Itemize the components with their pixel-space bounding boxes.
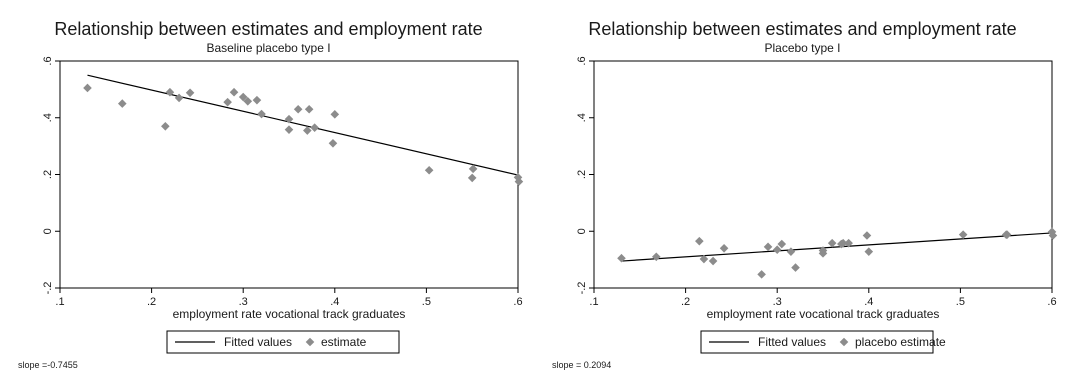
y-tick-label: .2 — [42, 170, 54, 179]
y-tick-label: .4 — [42, 113, 54, 122]
data-point — [513, 173, 523, 182]
chart-title: Relationship between estimates and emplo… — [588, 19, 1016, 39]
plot-area — [59, 60, 519, 289]
x-tick-label: .4 — [864, 296, 873, 308]
data-point — [695, 236, 704, 246]
x-tick-label: .6 — [513, 296, 522, 308]
y-tick-label: .6 — [576, 56, 588, 65]
data-point — [83, 83, 92, 93]
y-tick-label: .4 — [576, 113, 588, 122]
chart-subtitle: Baseline placebo type I — [206, 41, 330, 55]
x-axis-label: employment rate vocational track graduat… — [173, 307, 406, 321]
data-point — [791, 263, 800, 272]
data-point — [786, 247, 796, 256]
data-point — [330, 110, 340, 119]
legend-label-fitted: Fitted values — [758, 335, 826, 349]
chart-title: Relationship between estimates and emplo… — [54, 19, 482, 39]
data-point — [252, 95, 262, 105]
data-point — [844, 238, 853, 248]
y-tick-label: .6 — [42, 56, 54, 65]
y-tick-label: -.2 — [42, 282, 54, 295]
data-point — [229, 87, 239, 97]
y-tick-label: .2 — [576, 170, 588, 179]
data-point — [468, 164, 478, 174]
data-point — [514, 177, 524, 186]
data-point — [257, 109, 266, 119]
data-point — [284, 125, 294, 134]
data-point — [699, 254, 709, 264]
x-tick-label: .1 — [55, 296, 64, 308]
scatter-chart-left: Relationship between estimates and emplo… — [0, 0, 533, 380]
data-point — [864, 247, 874, 256]
data-point — [827, 238, 837, 248]
data-point — [310, 123, 319, 132]
data-point — [719, 243, 729, 253]
data-point — [763, 242, 773, 252]
x-tick-label: .1 — [589, 296, 598, 308]
data-point — [1002, 230, 1012, 239]
scatter-chart-right: Relationship between estimates and emplo… — [534, 0, 1067, 380]
y-tick-label: -.2 — [576, 282, 588, 295]
data-point — [304, 104, 314, 114]
y-tick-label: 0 — [576, 228, 588, 234]
fitted-line — [87, 74, 519, 176]
data-point — [651, 252, 661, 262]
legend — [700, 330, 934, 354]
legend — [166, 330, 400, 354]
data-point — [328, 138, 338, 148]
data-point — [185, 88, 195, 98]
x-tick-label: .6 — [1047, 296, 1056, 308]
data-point — [284, 114, 294, 124]
data-point — [243, 96, 253, 106]
x-tick-label: .3 — [239, 296, 248, 308]
chart-subtitle: Placebo type I — [764, 41, 840, 55]
data-point — [174, 93, 184, 103]
fitted-line — [621, 232, 1053, 262]
data-point — [467, 173, 477, 183]
chart-panel-right: Relationship between estimates and emplo… — [534, 0, 1067, 380]
legend-label-fitted: Fitted values — [224, 335, 292, 349]
data-point — [772, 245, 782, 254]
data-point — [238, 92, 248, 102]
data-point — [223, 97, 232, 107]
data-point — [424, 165, 434, 175]
slope-note: slope = 0.2094 — [552, 360, 611, 370]
data-point — [161, 121, 170, 131]
x-axis-label: employment rate vocational track graduat… — [707, 307, 940, 321]
data-point — [1047, 227, 1057, 237]
slope-note: slope =-0.7455 — [18, 360, 78, 370]
x-tick-label: .2 — [147, 296, 156, 308]
x-tick-label: .3 — [773, 296, 782, 308]
data-point — [617, 253, 626, 263]
legend-label-points: estimate — [321, 335, 367, 349]
chart-panel-left: Relationship between estimates and emplo… — [0, 0, 533, 380]
data-point — [293, 104, 303, 114]
x-tick-label: .2 — [681, 296, 690, 308]
data-point — [708, 256, 718, 266]
data-point — [165, 87, 175, 97]
data-point — [757, 270, 766, 279]
data-point — [838, 238, 848, 248]
data-point — [303, 126, 312, 135]
data-point — [777, 239, 787, 249]
y-tick-label: 0 — [42, 228, 54, 234]
x-tick-label: .5 — [956, 296, 965, 308]
data-point — [1048, 231, 1058, 240]
x-tick-label: .5 — [422, 296, 431, 308]
legend-label-points: placebo estimate — [855, 335, 946, 349]
data-point — [862, 231, 872, 240]
data-point — [117, 99, 127, 108]
x-tick-label: .4 — [330, 296, 339, 308]
legend-marker-swatch — [305, 337, 315, 347]
data-point — [958, 230, 968, 239]
